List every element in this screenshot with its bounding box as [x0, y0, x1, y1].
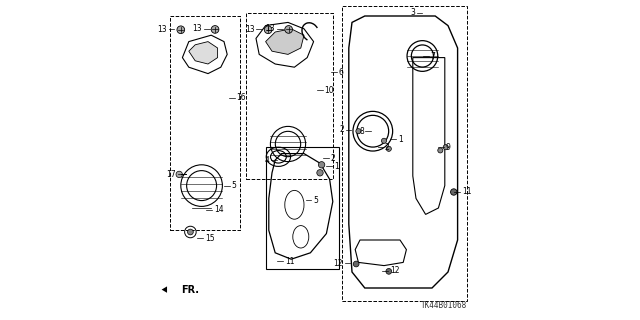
Text: 5: 5	[232, 181, 236, 190]
Circle shape	[353, 261, 359, 267]
Circle shape	[438, 148, 443, 153]
Text: 13: 13	[244, 25, 254, 34]
Text: 16: 16	[236, 93, 246, 102]
Text: 17: 17	[166, 170, 176, 179]
Text: FR.: FR.	[181, 284, 199, 295]
Text: 13: 13	[193, 24, 202, 33]
Circle shape	[386, 146, 391, 151]
Text: 10: 10	[324, 86, 334, 95]
Text: 5: 5	[313, 196, 318, 204]
Text: 2: 2	[385, 143, 390, 152]
Polygon shape	[189, 42, 218, 64]
Text: 6: 6	[339, 68, 344, 76]
Circle shape	[176, 171, 182, 178]
Circle shape	[211, 26, 219, 33]
Text: 9: 9	[445, 143, 451, 152]
Text: 11: 11	[462, 188, 471, 196]
Text: 11: 11	[285, 257, 294, 266]
Text: 2: 2	[331, 154, 335, 163]
Text: 4: 4	[264, 156, 269, 164]
Text: 13: 13	[266, 24, 275, 33]
Circle shape	[177, 26, 185, 34]
Circle shape	[188, 229, 193, 235]
Circle shape	[381, 138, 387, 143]
Text: 12: 12	[333, 259, 343, 268]
Circle shape	[356, 129, 361, 134]
Circle shape	[386, 268, 392, 274]
Text: 14: 14	[214, 205, 223, 214]
Text: 1: 1	[398, 135, 403, 144]
Text: 7: 7	[430, 52, 435, 60]
Text: 2: 2	[339, 125, 344, 134]
Circle shape	[285, 26, 292, 33]
Text: 12: 12	[390, 266, 399, 275]
Text: 1: 1	[334, 162, 339, 171]
Text: TK44B01068: TK44B01068	[421, 301, 467, 310]
Circle shape	[443, 145, 448, 150]
Circle shape	[319, 162, 325, 168]
Circle shape	[451, 189, 457, 195]
Text: 13: 13	[157, 25, 167, 34]
Text: 3: 3	[410, 8, 415, 17]
Text: 8: 8	[359, 127, 364, 136]
Text: 15: 15	[205, 234, 214, 243]
Circle shape	[264, 26, 272, 34]
Polygon shape	[161, 286, 167, 293]
Circle shape	[317, 170, 323, 176]
Polygon shape	[266, 29, 304, 54]
